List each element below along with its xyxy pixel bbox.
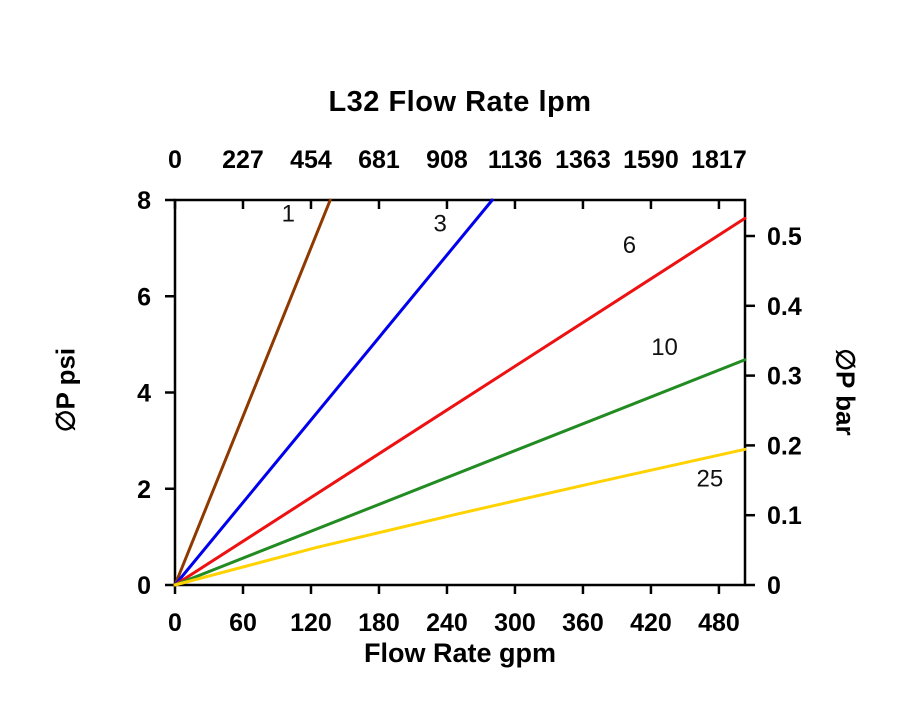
series-label-25: 25 <box>697 465 724 492</box>
top-axis-tick-label: 908 <box>426 146 468 174</box>
series-label-10: 10 <box>651 334 678 361</box>
series-line-1 <box>173 198 332 587</box>
x-axis-tick-label: 240 <box>426 609 468 637</box>
series-line-25 <box>173 447 747 587</box>
top-axis-tick-label: 454 <box>290 146 332 174</box>
y-axis-tick-label: 8 <box>137 187 151 215</box>
series-label-1: 1 <box>282 201 295 228</box>
y-axis-label-left: ∅P psi <box>50 347 81 433</box>
top-axis-tick-label: 681 <box>358 146 400 174</box>
series-label-6: 6 <box>623 232 636 259</box>
right-axis-tick-label: 0.3 <box>767 363 802 391</box>
top-axis-tick-label: 1363 <box>555 146 611 174</box>
x-axis-tick-label: 360 <box>562 609 604 637</box>
x-axis-tick-label: 0 <box>168 609 182 637</box>
x-axis-tick-label: 300 <box>494 609 536 637</box>
right-axis-tick-label: 0.2 <box>767 432 802 460</box>
series-line-6 <box>173 216 747 587</box>
chart-title: L32 Flow Rate lpm <box>328 86 592 118</box>
top-axis-tick-label: 0 <box>168 146 182 174</box>
right-axis-tick-label: 0.1 <box>767 502 802 530</box>
x-axis-label: Flow Rate gpm <box>363 638 556 668</box>
top-axis-tick-label: 1590 <box>623 146 679 174</box>
x-axis-tick-label: 480 <box>698 609 740 637</box>
top-axis-tick-label: 227 <box>222 146 264 174</box>
y-axis-tick-label: 2 <box>137 476 151 504</box>
series-label-3: 3 <box>433 210 446 237</box>
top-axis-tick-label: 1136 <box>488 146 542 174</box>
y-axis-tick-label: 0 <box>137 572 151 600</box>
x-axis-tick-label: 60 <box>229 609 257 637</box>
y-axis-label-right: ∅P bar <box>830 348 861 436</box>
series-line-10 <box>173 358 747 587</box>
series-line-3 <box>173 198 494 587</box>
right-axis-tick-label: 0.4 <box>767 293 802 321</box>
x-axis-tick-label: 420 <box>630 609 672 637</box>
y-axis-tick-label: 4 <box>137 380 151 408</box>
y-axis-tick-label: 6 <box>137 283 151 311</box>
x-axis-tick-label: 180 <box>358 609 400 637</box>
x-axis-tick-label: 120 <box>290 609 332 637</box>
right-axis-tick-label: 0.5 <box>767 223 802 251</box>
top-axis-tick-label: 1817 <box>691 146 747 174</box>
right-axis-tick-label: 0 <box>767 572 781 600</box>
